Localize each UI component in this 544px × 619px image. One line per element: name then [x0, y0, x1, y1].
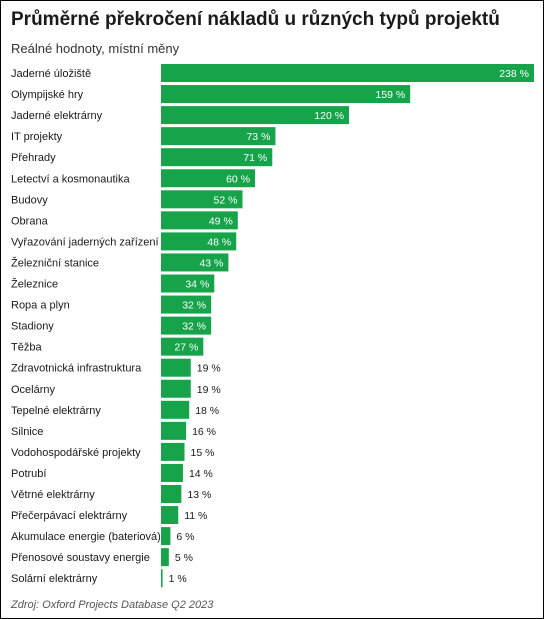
- bar-olympijske-hry: [161, 85, 411, 104]
- category-label-vyrazovani-jadernych-zarizeni: Vyřazování jaderných zařízení: [11, 236, 159, 248]
- value-label-vodohospodarske-projekty: 15 %: [191, 447, 215, 459]
- category-label-stadiony: Stadiony: [11, 321, 54, 333]
- category-label-prehrady: Přehrady: [11, 152, 56, 164]
- bar-tepelne-elektrarny: [161, 400, 190, 419]
- value-label-ocelarny: 19 %: [197, 384, 221, 396]
- bar-jaderne-uloziste: [161, 64, 534, 82]
- bar-it-projekty: [161, 127, 276, 146]
- value-label-potrubi: 14 %: [189, 468, 213, 480]
- bar-ocelarny: [161, 379, 191, 398]
- category-label-potrubi: Potrubí: [11, 468, 46, 480]
- category-label-jaderne-elektrarny: Jaderné elektrárny: [11, 110, 103, 122]
- value-label-akumulace-energie-bateriova: 6 %: [176, 531, 194, 543]
- category-label-tepelne-elektrarny: Tepelné elektrárny: [11, 405, 101, 417]
- value-label-vetrne-elektrarny: 13 %: [187, 489, 211, 501]
- value-label-budovy: 52 %: [214, 194, 238, 206]
- value-label-stadiony: 32 %: [182, 321, 206, 333]
- bar-jaderne-elektrarny: [161, 106, 350, 125]
- category-label-vodohospodarske-projekty: Vodohospodářské projekty: [11, 447, 141, 459]
- category-label-ropa-a-plyn: Ropa a plyn: [11, 300, 70, 312]
- value-label-zeleznice: 34 %: [185, 279, 209, 291]
- bar-tezba: [161, 337, 204, 356]
- category-label-precerpavaci-elektrarny: Přečerpávací elektrárny: [11, 510, 128, 522]
- bar-vyrazovani-jadernych-zarizeni: [161, 232, 237, 251]
- category-label-silnice: Silnice: [11, 426, 43, 438]
- value-label-prehrady: 71 %: [243, 152, 267, 164]
- bar-silnice: [161, 421, 187, 440]
- bar-chart: Jaderné úložiště 238 % Olympijské hry 159 %…: [11, 64, 534, 588]
- value-label-olympijske-hry: 159 %: [375, 89, 405, 101]
- bar-prehrady: [161, 148, 273, 167]
- bar-letectvi-a-kosmonautika: [161, 169, 256, 188]
- bar-obrana: [161, 211, 238, 230]
- category-label-zeleznice: Železnice: [11, 278, 58, 291]
- value-label-silnice: 16 %: [192, 426, 216, 438]
- category-label-zdravotnicka-infrastruktura: Zdravotnická infrastruktura: [11, 363, 142, 375]
- category-label-tezba: Těžba: [11, 342, 42, 354]
- bar-stadiony: [161, 316, 212, 335]
- category-label-ocelarny: Ocelárny: [11, 384, 56, 396]
- value-label-zdravotnicka-infrastruktura: 19 %: [197, 363, 221, 375]
- category-label-olympijske-hry: Olympijské hry: [11, 89, 84, 101]
- bar-prenosove-soustavy-energie: [161, 548, 169, 567]
- bar-vodohospodarske-projekty: [161, 442, 185, 461]
- value-label-prenosove-soustavy-energie: 5 %: [175, 552, 193, 564]
- bar-solarni-elektrarny: [161, 569, 163, 588]
- value-label-tepelne-elektrarny: 18 %: [195, 405, 219, 417]
- bar-akumulace-energie-bateriova: [161, 527, 171, 546]
- category-label-solarni-elektrarny: Solární elektrárny: [11, 573, 98, 585]
- category-label-letectvi-a-kosmonautika: Letectví a kosmonautika: [11, 173, 131, 185]
- value-label-jaderne-elektrarny: 120 %: [314, 110, 344, 122]
- bar-ropa-a-plyn: [161, 295, 212, 314]
- bar-zdravotnicka-infrastruktura: [161, 358, 191, 377]
- bar-zeleznice: [161, 274, 215, 293]
- value-label-letectvi-a-kosmonautika: 60 %: [226, 173, 250, 185]
- value-label-precerpavaci-elektrarny: 11 %: [184, 510, 207, 522]
- value-label-tezba: 27 %: [174, 342, 198, 354]
- value-label-vyrazovani-jadernych-zarizeni: 48 %: [207, 236, 231, 248]
- value-label-solarni-elektrarny: 1 %: [169, 573, 187, 585]
- category-label-zeleznicni-stanice: Železniční stanice: [11, 256, 99, 269]
- chart-subtitle: Reálné hodnoty, místní měny: [11, 41, 180, 56]
- chart-title: Průměrné překročení nákladů u různých ty…: [11, 9, 500, 30]
- category-label-akumulace-energie-bateriova: Akumulace energie (bateriová): [11, 531, 161, 543]
- category-label-jaderne-uloziste: Jaderné úložiště: [11, 68, 91, 80]
- source-note: Zdroj: Oxford Projects Database Q2 2023: [11, 599, 214, 611]
- bar-precerpavaci-elektrarny: [161, 506, 179, 525]
- category-label-it-projekty: IT projekty: [11, 131, 63, 143]
- bar-budovy: [161, 190, 243, 209]
- value-label-it-projekty: 73 %: [246, 131, 270, 143]
- value-label-jaderne-uloziste: 238 %: [499, 68, 529, 80]
- bar-vetrne-elektrarny: [161, 485, 182, 503]
- value-label-zeleznicni-stanice: 43 %: [199, 257, 223, 269]
- value-label-obrana: 49 %: [209, 215, 233, 227]
- value-label-ropa-a-plyn: 32 %: [182, 300, 206, 312]
- category-label-budovy: Budovy: [11, 194, 48, 206]
- category-label-vetrne-elektrarny: Větrné elektrárny: [11, 489, 95, 501]
- category-label-obrana: Obrana: [11, 215, 49, 227]
- bar-potrubi: [161, 463, 183, 482]
- bar-zeleznicni-stanice: [161, 253, 229, 272]
- category-label-prenosove-soustavy-energie: Přenosové soustavy energie: [11, 552, 150, 564]
